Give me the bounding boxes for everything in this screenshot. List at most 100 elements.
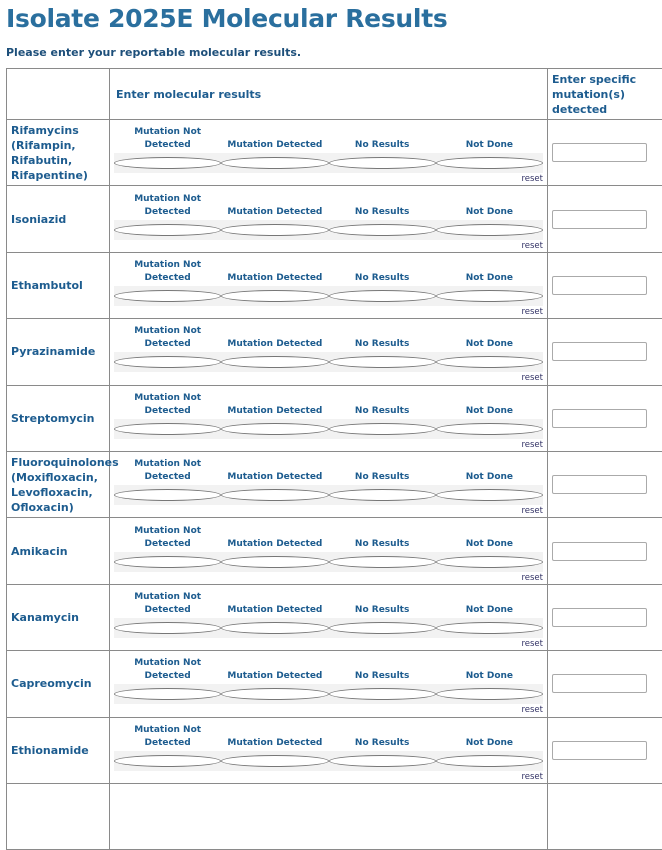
header-empty	[7, 69, 110, 120]
reset-link[interactable]: reset	[110, 638, 543, 650]
mutation-cell	[548, 717, 662, 783]
mutation-cell	[548, 319, 662, 385]
radio-mutation-detected[interactable]	[221, 290, 328, 302]
radio-mutation-not-detected[interactable]	[114, 157, 221, 169]
radio-mutation-detected[interactable]	[221, 423, 328, 435]
radio-no-results[interactable]	[329, 224, 436, 236]
option-label: Not Done	[436, 471, 543, 484]
mutation-cell	[548, 451, 662, 517]
option-label: No Results	[329, 139, 436, 152]
radio-mutation-not-detected[interactable]	[114, 290, 221, 302]
option-label: Mutation Not Detected	[114, 657, 221, 683]
drug-name: Streptomycin	[7, 385, 110, 451]
option-label: Not Done	[436, 139, 543, 152]
mutation-input[interactable]	[552, 210, 647, 229]
radio-no-results[interactable]	[329, 688, 436, 700]
drug-name: Pyrazinamide	[7, 319, 110, 385]
radio-mutation-detected[interactable]	[221, 489, 328, 501]
radio-mutation-not-detected[interactable]	[114, 489, 221, 501]
mutation-input[interactable]	[552, 475, 647, 494]
radio-mutation-not-detected[interactable]	[114, 224, 221, 236]
radio-mutation-detected[interactable]	[221, 755, 328, 767]
radio-not-done[interactable]	[436, 556, 543, 568]
reset-link[interactable]: reset	[110, 372, 543, 384]
option-label: No Results	[329, 338, 436, 351]
header-results: Enter molecular results	[110, 69, 548, 120]
radio-mutation-detected[interactable]	[221, 622, 328, 634]
option-label: Mutation Not Detected	[114, 458, 221, 484]
option-label: Mutation Not Detected	[114, 591, 221, 617]
radio-no-results[interactable]	[329, 157, 436, 169]
radio-not-done[interactable]	[436, 356, 543, 368]
mutation-input[interactable]	[552, 542, 647, 561]
radio-mutation-not-detected[interactable]	[114, 688, 221, 700]
radio-no-results[interactable]	[329, 622, 436, 634]
mutation-input[interactable]	[552, 674, 647, 693]
radio-not-done[interactable]	[436, 423, 543, 435]
option-label: No Results	[329, 538, 436, 551]
reset-link[interactable]: reset	[110, 572, 543, 584]
radio-mutation-detected[interactable]	[221, 556, 328, 568]
option-label: Mutation Not Detected	[114, 724, 221, 750]
reset-link[interactable]: reset	[110, 704, 543, 716]
radio-no-results[interactable]	[329, 423, 436, 435]
mutation-input[interactable]	[552, 143, 647, 162]
reset-link[interactable]: reset	[110, 240, 543, 252]
option-label: Mutation Not Detected	[114, 325, 221, 351]
option-label: Mutation Detected	[221, 139, 328, 152]
radio-group	[114, 352, 543, 372]
drug-name: Capreomycin	[7, 651, 110, 717]
option-label: Not Done	[436, 670, 543, 683]
radio-mutation-detected[interactable]	[221, 224, 328, 236]
radio-not-done[interactable]	[436, 489, 543, 501]
option-label: Not Done	[436, 272, 543, 285]
radio-mutation-detected[interactable]	[221, 356, 328, 368]
mutation-input[interactable]	[552, 608, 647, 627]
option-label: Not Done	[436, 206, 543, 219]
radio-mutation-not-detected[interactable]	[114, 755, 221, 767]
drug-name: Ethionamide	[7, 717, 110, 783]
mutation-input[interactable]	[552, 342, 647, 361]
radio-not-done[interactable]	[436, 622, 543, 634]
option-label: Not Done	[436, 538, 543, 551]
radio-not-done[interactable]	[436, 755, 543, 767]
radio-not-done[interactable]	[436, 157, 543, 169]
table-row: Fluoroquinolones (Moxifloxacin, Levoflox…	[7, 451, 662, 517]
molecular-results-table: Enter molecular results Enter specific m…	[6, 68, 662, 850]
radio-mutation-not-detected[interactable]	[114, 556, 221, 568]
table-row: Rifamycins (Rifampin, Rifabutin, Rifapen…	[7, 120, 662, 186]
mutation-input[interactable]	[552, 276, 647, 295]
reset-link[interactable]: reset	[110, 505, 543, 517]
radio-mutation-not-detected[interactable]	[114, 622, 221, 634]
reset-link[interactable]: reset	[110, 306, 543, 318]
reset-link[interactable]: reset	[110, 173, 543, 185]
reset-link[interactable]: reset	[110, 771, 543, 783]
radio-not-done[interactable]	[436, 290, 543, 302]
reset-link[interactable]: reset	[110, 439, 543, 451]
option-label: No Results	[329, 737, 436, 750]
mutation-input[interactable]	[552, 741, 647, 760]
radio-not-done[interactable]	[436, 224, 543, 236]
radio-mutation-not-detected[interactable]	[114, 356, 221, 368]
option-label: No Results	[329, 670, 436, 683]
radio-mutation-detected[interactable]	[221, 688, 328, 700]
radio-mutation-detected[interactable]	[221, 157, 328, 169]
radio-no-results[interactable]	[329, 556, 436, 568]
radio-no-results[interactable]	[329, 755, 436, 767]
radio-mutation-not-detected[interactable]	[114, 423, 221, 435]
radio-no-results[interactable]	[329, 356, 436, 368]
option-label: Not Done	[436, 338, 543, 351]
radio-no-results[interactable]	[329, 290, 436, 302]
mutation-input[interactable]	[552, 409, 647, 428]
radio-not-done[interactable]	[436, 688, 543, 700]
radio-no-results[interactable]	[329, 489, 436, 501]
